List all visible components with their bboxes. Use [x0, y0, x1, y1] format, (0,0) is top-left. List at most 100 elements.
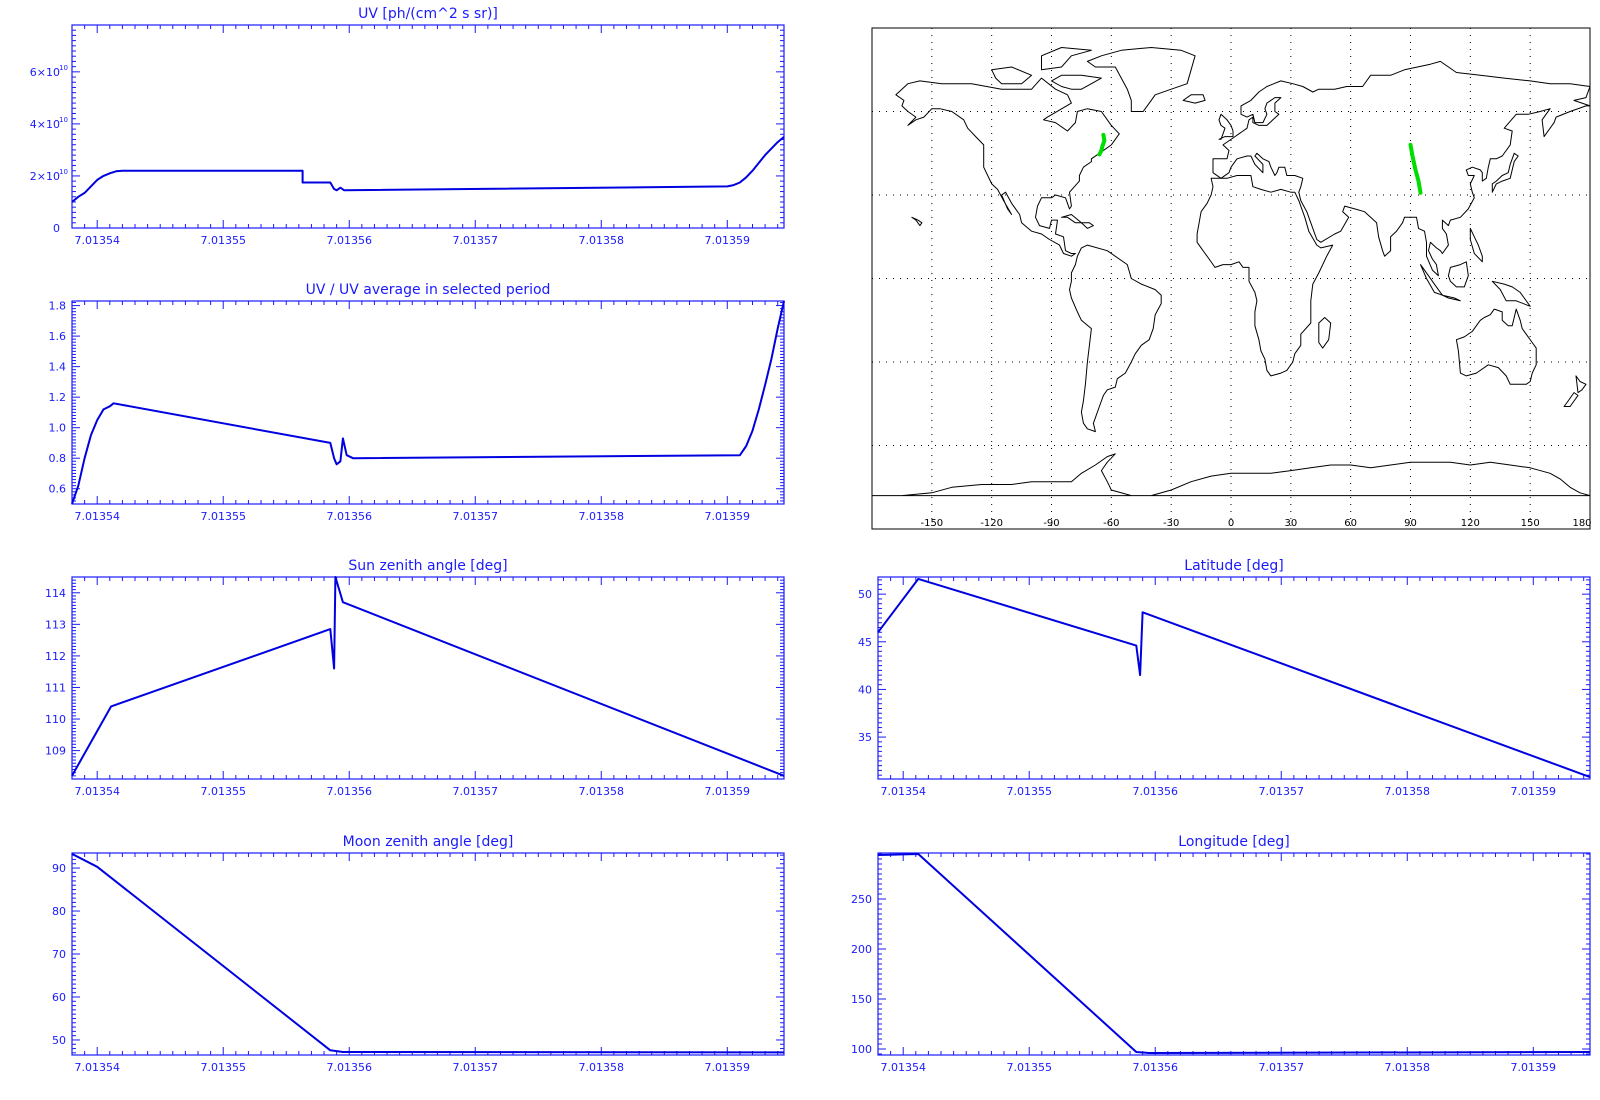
y-tick-label: 1.8	[49, 300, 67, 313]
series-line	[877, 853, 1591, 1054]
y-tick-label: 50	[858, 588, 872, 601]
y-tick-label: 111	[45, 681, 66, 694]
y-tick-label: 50	[52, 1034, 66, 1047]
map-longitude-label: -90	[1043, 518, 1059, 529]
chart-latitude: Latitude [deg] 7.01354 7.01355 7.01356 7.013…	[858, 558, 1591, 798]
y-tick-label: 110	[45, 713, 66, 726]
y-tick-label: 0	[53, 222, 60, 235]
x-tick-label: 7.01357	[1259, 785, 1305, 798]
map-longitude-label: -30	[1163, 518, 1179, 529]
map-coastline	[895, 77, 1120, 257]
map-coastline	[1441, 294, 1461, 302]
chart-title: UV [ph/(cm^2 s sr)]	[358, 6, 498, 22]
x-tick-label: 7.01354	[74, 785, 120, 798]
map-coastline	[1455, 308, 1537, 385]
x-tick-label: 7.01356	[326, 785, 372, 798]
chart-uv: UV [ph/(cm^2 s sr)] 7.01354 7.01355 7.01356…	[30, 6, 785, 247]
y-tick-label: 45	[858, 636, 872, 649]
map-longitude-label: -120	[980, 518, 1003, 529]
map-longitude-label: -150	[920, 518, 943, 529]
map-coastline	[1041, 47, 1092, 71]
map-coastline	[1318, 317, 1332, 349]
map-longitude-label: 0	[1228, 518, 1234, 529]
y-tick-label: 90	[52, 862, 66, 875]
plot-frame	[71, 852, 785, 1056]
x-tick-label: 7.01357	[1259, 1061, 1305, 1074]
x-tick-label: 7.01355	[1006, 785, 1052, 798]
x-tick-label: 7.01358	[579, 234, 625, 247]
x-tick-label: 7.01357	[453, 1061, 499, 1074]
map-satellite-track	[1408, 142, 1423, 195]
map-coastline	[1491, 280, 1531, 307]
map-coastline	[1069, 244, 1162, 433]
plot-frame	[71, 300, 785, 505]
x-tick-label: 7.01359	[705, 1061, 751, 1074]
x-tick-label: 7.01359	[705, 785, 751, 798]
map-satellite-track	[1097, 132, 1107, 157]
chart-title: Sun zenith angle [deg]	[348, 558, 507, 574]
y-tick-label: 6×10	[30, 66, 60, 79]
map-coastline	[1061, 214, 1082, 224]
x-tick-label: 7.01354	[74, 1061, 120, 1074]
x-tick-label: 7.01354	[880, 785, 926, 798]
chart-title: Moon zenith angle [deg]	[343, 834, 514, 850]
x-tick-label: 7.01359	[705, 234, 751, 247]
map-coastline	[1080, 222, 1094, 229]
x-tick-label: 7.01355	[200, 510, 246, 523]
y-tick-label: 35	[858, 731, 872, 744]
x-tick-label: 7.01354	[74, 234, 120, 247]
x-tick-label: 7.01354	[880, 1061, 926, 1074]
map-coastline	[871, 453, 1591, 497]
y-tick-label: 1.6	[49, 330, 67, 343]
map-coastline	[1051, 74, 1102, 90]
chart-uv_ratio: UV / UV average in selected period 7.0135…	[49, 282, 785, 523]
x-tick-label: 7.01355	[200, 785, 246, 798]
y-tick-exponent: 10	[59, 116, 68, 124]
plot-frame	[877, 852, 1591, 1056]
series-line	[71, 300, 785, 505]
chart-sun_zenith: Sun zenith angle [deg] 7.01354 7.01355 7.01…	[45, 558, 785, 798]
x-tick-label: 7.01356	[326, 1061, 372, 1074]
y-tick-label: 1.0	[49, 422, 67, 435]
x-tick-label: 7.01355	[200, 1061, 246, 1074]
map-frame	[871, 27, 1591, 530]
x-tick-label: 7.01356	[1132, 1061, 1178, 1074]
x-tick-label: 7.01355	[200, 234, 246, 247]
map-coastline	[1196, 175, 1334, 377]
map-coastline	[1469, 227, 1483, 263]
map-coastline	[1563, 392, 1579, 407]
y-tick-label: 0.6	[49, 483, 67, 496]
x-tick-label: 7.01358	[1385, 785, 1431, 798]
x-tick-label: 7.01358	[579, 510, 625, 523]
x-tick-label: 7.01356	[326, 234, 372, 247]
y-tick-exponent: 10	[59, 168, 68, 176]
series-line	[71, 853, 785, 1054]
y-tick-label: 114	[45, 587, 66, 600]
map-coastline	[1212, 60, 1591, 277]
y-tick-label: 4×10	[30, 118, 60, 131]
plot-frame	[877, 576, 1591, 780]
y-tick-label: 70	[52, 948, 66, 961]
y-tick-exponent: 10	[59, 64, 68, 72]
x-tick-label: 7.01355	[1006, 1061, 1052, 1074]
chart-title: UV / UV average in selected period	[306, 282, 551, 298]
chart-moon_zenith: Moon zenith angle [deg] 7.01354 7.01355 7.0…	[52, 834, 785, 1074]
x-tick-label: 7.01356	[1132, 785, 1178, 798]
plot-frame	[71, 576, 785, 780]
x-tick-label: 7.01356	[326, 510, 372, 523]
y-tick-label: 60	[52, 991, 66, 1004]
x-tick-label: 7.01358	[579, 1061, 625, 1074]
map-longitude-label: 90	[1404, 518, 1417, 529]
x-tick-label: 7.01358	[579, 785, 625, 798]
x-tick-label: 7.01359	[1511, 1061, 1557, 1074]
map-longitude-label: 120	[1461, 518, 1480, 529]
y-tick-label: 1.4	[49, 361, 67, 374]
map-coastline	[1218, 113, 1234, 140]
y-tick-label: 112	[45, 650, 66, 663]
series-line	[71, 136, 785, 203]
x-tick-label: 7.01354	[74, 510, 120, 523]
series-line	[877, 577, 1591, 779]
map-longitude-label: 150	[1521, 518, 1540, 529]
y-tick-label: 250	[851, 893, 872, 906]
y-tick-label: 40	[858, 683, 872, 696]
